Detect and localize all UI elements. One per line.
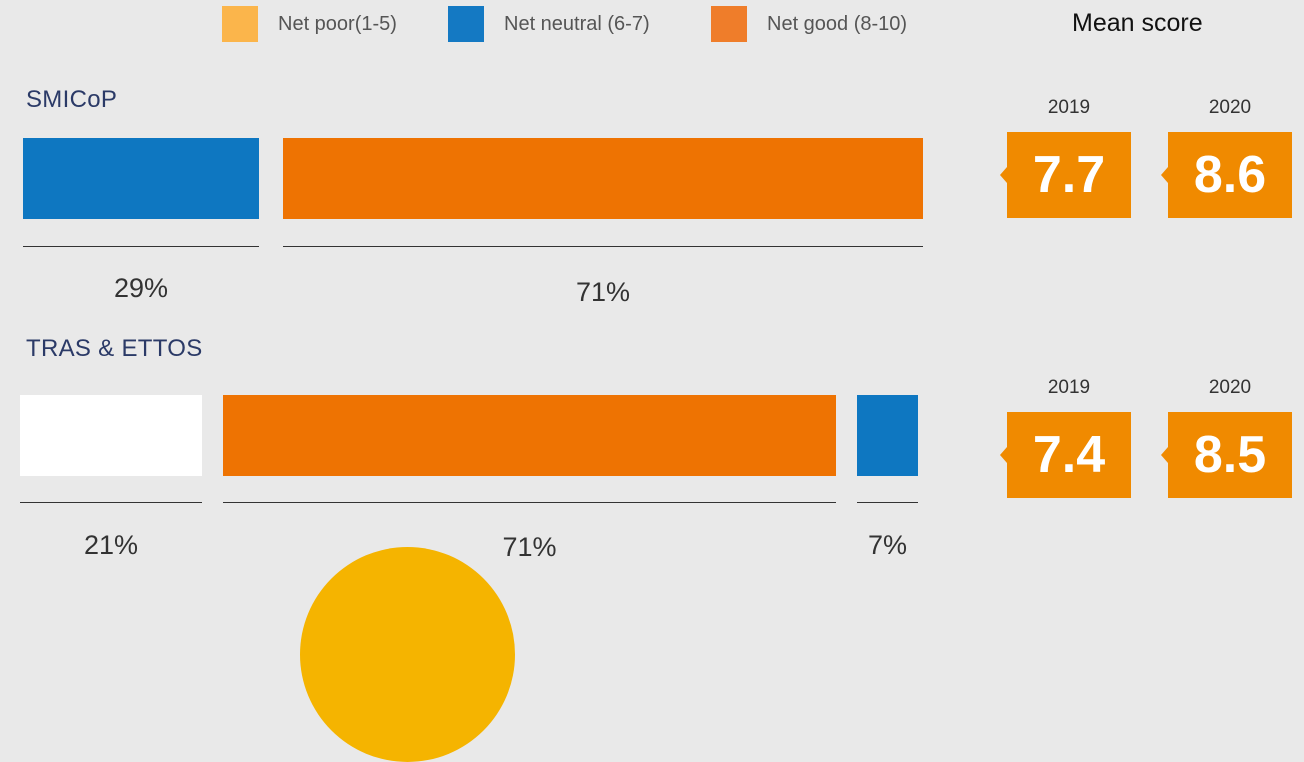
legend-label: Net poor(1-5) [278, 12, 397, 35]
mean-score-badge: 8.5 [1161, 412, 1292, 498]
segment-rule [20, 502, 202, 503]
mean-score-badge: 7.7 [1000, 132, 1131, 218]
chart-title-tras-ettos: TRAS & ETTOS [26, 335, 203, 362]
segment-rule [283, 246, 923, 247]
segment-percent-label: 21% [83, 530, 139, 560]
year-label: 2019 [1047, 97, 1091, 118]
bar-segment [20, 395, 202, 476]
legend-label: Net good (8-10) [767, 12, 908, 35]
mean-score-badge: 8.6 [1161, 132, 1292, 218]
bar-segment [223, 395, 836, 476]
legend-item-net-neutral: Net neutral (6-7) [448, 6, 650, 42]
legend-label: Net neutral (6-7) [504, 12, 650, 35]
legend-swatch [448, 6, 484, 42]
decorative-circle [300, 547, 515, 762]
legend-swatch [222, 6, 258, 42]
legend-swatch [711, 6, 747, 42]
segment-rule [23, 246, 259, 247]
segment-percent-label: 71% [502, 532, 557, 562]
year-label: 2020 [1208, 377, 1252, 398]
mean-score-badge: 7.4 [1000, 412, 1131, 498]
segment-percent-label: 29% [113, 273, 169, 303]
bar-segment [23, 138, 259, 219]
segment-rule [857, 502, 918, 503]
legend-item-net-good: Net good (8-10) [711, 6, 907, 42]
year-label: 2019 [1047, 377, 1091, 398]
bar-segment [857, 395, 918, 476]
segment-rule [223, 502, 836, 503]
bar-segment [283, 138, 923, 219]
segment-percent-label: 7% [867, 530, 908, 560]
legend-item-net-poor: Net poor(1-5) [222, 6, 397, 42]
year-label: 2020 [1208, 97, 1252, 118]
segment-percent-label: 71% [575, 277, 631, 307]
mean-score-title: Mean score [1072, 9, 1203, 37]
chart-title-smicop: SMICoP [26, 86, 118, 113]
